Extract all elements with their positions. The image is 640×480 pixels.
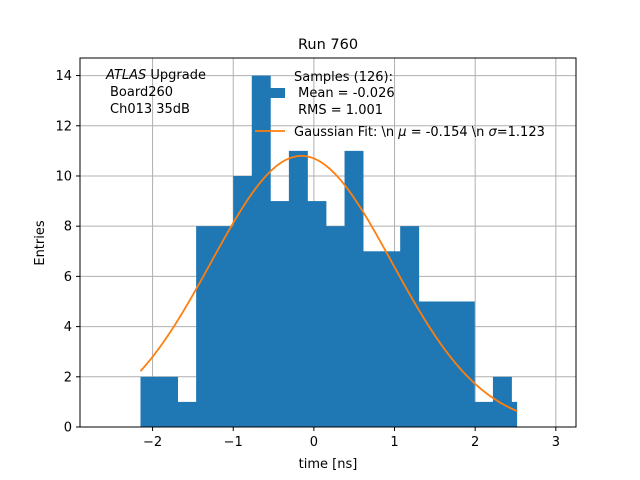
gaussian-fit-layer [139, 155, 518, 412]
histogram-bar [177, 401, 197, 427]
y-tick-label-3: 6 [64, 270, 72, 285]
x-tick-label-0: −2 [143, 435, 162, 450]
histogram-bar [381, 251, 401, 427]
histogram-bar [474, 401, 494, 427]
histogram-bar [140, 376, 160, 427]
annotation-line-3: Ch013 35dB [110, 102, 190, 117]
gaussian-fit-curve [139, 155, 518, 412]
y-tick-label-0: 0 [64, 421, 72, 436]
legend-samples-mean: Mean = -0.026 [294, 86, 395, 101]
histogram-bar [196, 226, 216, 427]
legend-samples-header: Samples (126): [294, 70, 393, 85]
legend-samples-rms: RMS = 1.001 [294, 103, 383, 118]
histogram-bar [288, 150, 308, 427]
histogram-bar [418, 301, 438, 427]
histogram-bar [363, 251, 383, 427]
histogram-bar [400, 226, 420, 427]
plot-frame [79, 57, 577, 428]
histogram-bar [159, 376, 178, 427]
x-tick-label-2: 0 [310, 435, 318, 450]
x-tick-label-1: −1 [224, 435, 243, 450]
legend: Samples (126): Mean = -0.026 RMS = 1.001… [255, 70, 545, 140]
grid-layer [80, 58, 576, 428]
legend-sigma-symbol: σ [489, 125, 498, 140]
legend-fit-prefix: Gaussian Fit: \n [294, 125, 398, 140]
y-tick-label-6: 12 [55, 119, 72, 134]
legend-mu-symbol: μ [397, 125, 406, 140]
atlas-annotation: ATLAS Upgrade Board260 Ch013 35dB [105, 68, 206, 117]
legend-samples-swatch [255, 88, 285, 98]
y-axis-label: Entries [33, 220, 48, 266]
legend-sigma-value: =1.123 [497, 125, 545, 140]
histogram-bar [233, 175, 253, 427]
histogram-bar [455, 301, 475, 427]
histogram-bar [437, 301, 457, 427]
histogram-bars [140, 75, 518, 428]
y-tick-label-2: 4 [64, 320, 72, 335]
x-tick-label-5: 3 [552, 435, 560, 450]
legend-mu-value: = -0.154 \n [407, 125, 489, 140]
annotation-line-1: ATLAS Upgrade [105, 68, 206, 83]
y-tick-label-4: 8 [64, 220, 72, 235]
x-tick-label-4: 2 [471, 435, 479, 450]
histogram-bar [270, 201, 290, 427]
annotation-line-2: Board260 [110, 85, 173, 100]
x-tick-label-3: 1 [390, 435, 398, 450]
chart-title: Run 760 [298, 37, 358, 53]
histogram-bar [325, 226, 345, 427]
histogram-bar [251, 75, 271, 428]
histogram-bar [307, 201, 327, 427]
annotation-atlas-word: ATLAS [105, 68, 146, 83]
x-axis-label: time [ns] [299, 457, 358, 472]
y-tick-label-1: 2 [64, 370, 72, 385]
histogram-bar [214, 226, 234, 427]
y-tick-label-7: 14 [55, 69, 72, 84]
y-tick-label-5: 10 [55, 169, 72, 184]
annotation-upgrade-word: Upgrade [146, 68, 206, 83]
legend-fit-label: Gaussian Fit: \n μ = -0.154 \n σ=1.123 [294, 125, 545, 140]
histogram-bar [344, 150, 364, 427]
